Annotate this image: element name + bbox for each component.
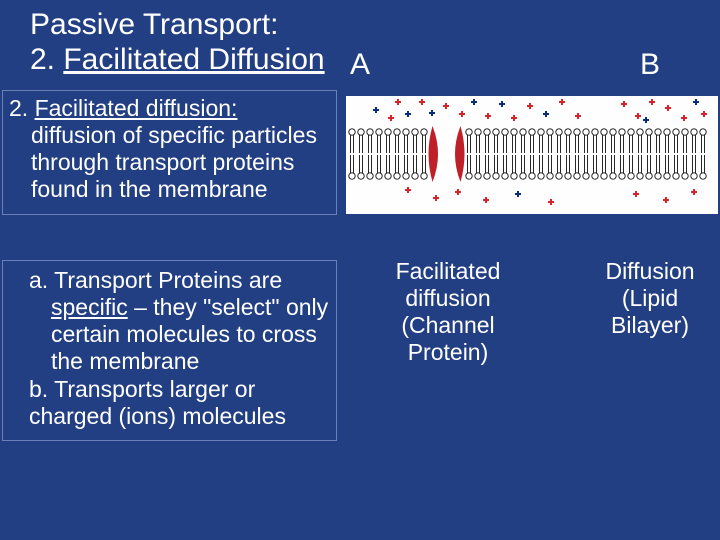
subpoint-b: b. Transports larger or charged (ions) m… xyxy=(29,376,330,430)
definition-term-line: 2. Facilitated diffusion: xyxy=(9,95,330,122)
membrane-svg xyxy=(346,96,718,214)
slide-title: Passive Transport: 2. Facilitated Diffus… xyxy=(30,8,325,77)
definition-body: diffusion of specific particles through … xyxy=(31,122,330,203)
label-facilitated-diffusion: Facilitated diffusion (Channel Protein) xyxy=(368,258,528,367)
subpoint-a: a. Transport Proteins are xyxy=(29,267,330,294)
definition-box: 2. Facilitated diffusion: diffusion of s… xyxy=(2,90,337,215)
label-simple-diffusion: Diffusion (Lipid Bilayer) xyxy=(580,258,720,339)
panel-label-a: A xyxy=(350,48,370,82)
membrane-diagram xyxy=(346,96,718,214)
title-line1: Passive Transport: xyxy=(30,8,325,43)
panel-label-b: B xyxy=(640,48,660,82)
title-line2: 2. Facilitated Diffusion xyxy=(30,43,325,78)
subpoint-a-body: specific – they "select" only certain mo… xyxy=(51,294,330,375)
subpoints-box: a. Transport Proteins are specific – the… xyxy=(2,260,337,441)
